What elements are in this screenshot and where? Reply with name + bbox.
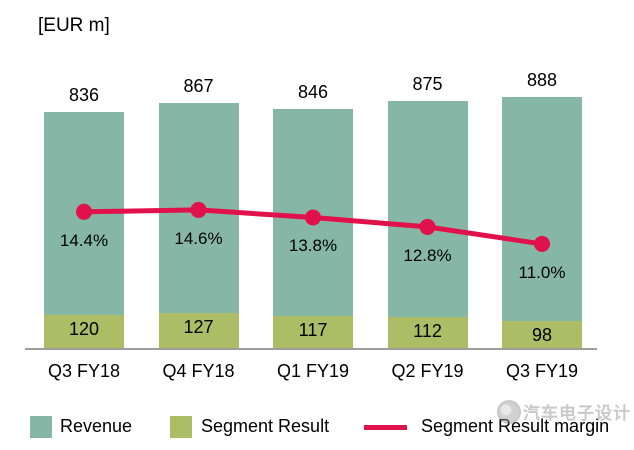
margin-value-label: 14.4%: [59, 230, 109, 250]
revenue-value-label: 867: [183, 75, 214, 96]
chart-legend: Revenue Segment Result Segment Result ma…: [0, 413, 634, 443]
legend-swatch-revenue: [30, 416, 52, 438]
margin-value-label: 11.0%: [518, 262, 566, 282]
bar-segment-result: [387, 317, 468, 349]
margin-value-label: 14.6%: [174, 228, 223, 248]
segment-result-value-label: 117: [298, 319, 328, 340]
bar-revenue: [387, 100, 468, 349]
bar-segment-result: [44, 314, 124, 349]
x-axis-label: Q3 FY19: [505, 361, 579, 381]
margin-value-label: 13.8%: [288, 236, 338, 256]
margin-value-label: 12.8%: [403, 245, 452, 265]
legend-label-segment-result: Segment Result: [201, 416, 330, 436]
x-axis-label: Q1 FY19: [276, 361, 350, 381]
x-axis-label: Q2 FY19: [391, 361, 464, 381]
revenue-value-label: 888: [526, 69, 558, 90]
bar-revenue: [502, 96, 582, 349]
chart-unit-label: [EUR m]: [38, 15, 110, 36]
legend-swatch-segment-result: [170, 416, 192, 438]
x-axis-label: Q4 FY18: [162, 361, 235, 381]
revenue-value-label: 846: [297, 81, 329, 102]
legend-line-margin: [364, 425, 407, 430]
x-axis-line: [25, 348, 597, 350]
legend-label-margin: Segment Result margin: [421, 416, 610, 436]
segment-result-value-label: 120: [68, 318, 100, 339]
segment-result-value-label: 127: [183, 316, 214, 337]
bar-segment-result: [273, 315, 353, 349]
legend-label-revenue: Revenue: [60, 416, 133, 436]
segment-result-value-label: 98: [531, 325, 553, 346]
bar-segment-result: [158, 312, 239, 349]
x-axis-label: Q3 FY18: [47, 361, 121, 381]
segment-result-value-label: 112: [413, 321, 442, 342]
bar-segment-result: [502, 321, 582, 349]
bar-revenue: [273, 108, 353, 349]
revenue-value-label: 836: [68, 84, 100, 105]
revenue-value-label: 875: [412, 73, 443, 94]
